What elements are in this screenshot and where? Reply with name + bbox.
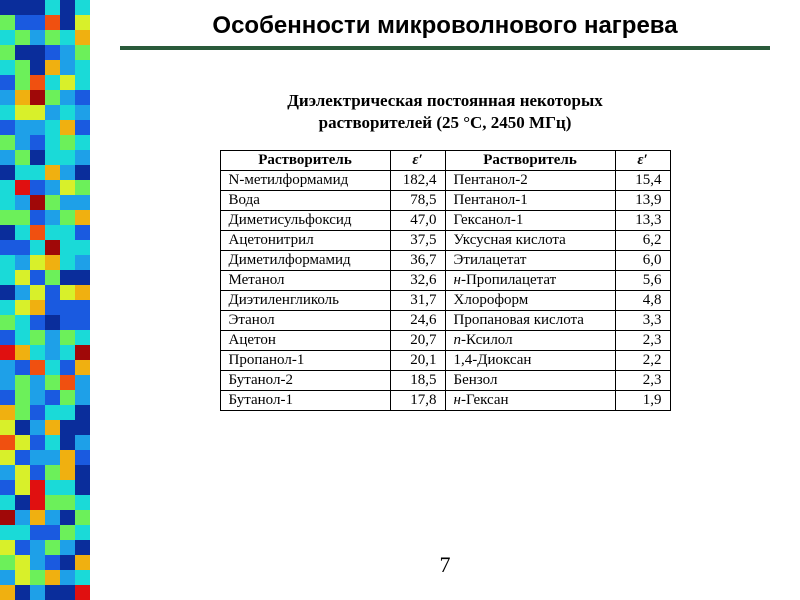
solvent-cell: Диэтиленгликоль [220,291,390,311]
solvent-cell: Бутанол-2 [220,371,390,391]
eps-cell: 2,3 [615,371,670,391]
table-row: Диметисульфоксид47,0Гексанол-113,3 [220,211,670,231]
table-row: Метанол32,6н-Пропилацетат5,6 [220,271,670,291]
solvent-cell: Пентанол-2 [445,171,615,191]
solvent-cell: Пропанол-1 [220,351,390,371]
eps-cell: 6,0 [615,251,670,271]
solvent-cell: Вода [220,191,390,211]
solvent-cell: н-Пропилацетат [445,271,615,291]
eps-cell: 5,6 [615,271,670,291]
table-row: Бутанол-218,5Бензол2,3 [220,371,670,391]
table-row: Ацетон20,7п-Ксилол2,3 [220,331,670,351]
eps-cell: 47,0 [390,211,445,231]
solvent-cell: Пропановая кислота [445,311,615,331]
solvent-cell: Этилацетат [445,251,615,271]
caption-line2: растворителей (25 °C, 2450 МГц) [319,113,572,132]
title-underline [120,46,770,50]
eps-cell: 2,2 [615,351,670,371]
eps-cell: 2,3 [615,331,670,351]
table-body: N-метилформамид182,4Пентанол-215,4Вода78… [220,171,670,411]
eps-cell: 36,7 [390,251,445,271]
solvent-cell: Пентанол-1 [445,191,615,211]
table-row: Этанол24,6Пропановая кислота3,3 [220,311,670,331]
eps-cell: 17,8 [390,391,445,411]
caption-line1: Диэлектрическая постоянная некоторых [287,91,603,110]
slide-title: Особенности микроволнового нагрева [120,12,770,40]
eps-cell: 15,4 [615,171,670,191]
solvent-cell: Диметисульфоксид [220,211,390,231]
solvent-cell: N-метилформамид [220,171,390,191]
dielectric-constants-table: Растворитель ε′ Растворитель ε′ N-метилф… [220,150,671,411]
table-header-row: Растворитель ε′ Растворитель ε′ [220,151,670,171]
solvent-cell: Бензол [445,371,615,391]
solvent-cell: Метанол [220,271,390,291]
eps-cell: 182,4 [390,171,445,191]
solvent-cell: Этанол [220,311,390,331]
header-eps-left: ε′ [390,151,445,171]
solvent-cell: Гексанол-1 [445,211,615,231]
solvent-cell: Диметилформамид [220,251,390,271]
eps-cell: 3,3 [615,311,670,331]
table-row: Бутанол-117,8н-Гексан1,9 [220,391,670,411]
table-row: Вода78,5Пентанол-113,9 [220,191,670,211]
solvent-cell: Ацетонитрил [220,231,390,251]
thermal-pattern-sidebar [0,0,90,600]
eps-cell: 18,5 [390,371,445,391]
solvent-cell: 1,4-Диоксан [445,351,615,371]
table-row: Пропанол-120,11,4-Диоксан2,2 [220,351,670,371]
header-solvent-left: Растворитель [220,151,390,171]
solvent-cell: н-Гексан [445,391,615,411]
table-row: N-метилформамид182,4Пентанол-215,4 [220,171,670,191]
solvent-cell: Бутанол-1 [220,391,390,411]
table-row: Диметилформамид36,7Этилацетат6,0 [220,251,670,271]
eps-cell: 20,1 [390,351,445,371]
eps-cell: 20,7 [390,331,445,351]
table-row: Диэтиленгликоль31,7Хлороформ4,8 [220,291,670,311]
solvent-cell: Уксусная кислота [445,231,615,251]
eps-cell: 1,9 [615,391,670,411]
eps-cell: 37,5 [390,231,445,251]
eps-cell: 32,6 [390,271,445,291]
solvent-cell: п-Ксилол [445,331,615,351]
eps-cell: 31,7 [390,291,445,311]
eps-cell: 6,2 [615,231,670,251]
eps-cell: 4,8 [615,291,670,311]
eps-cell: 13,9 [615,191,670,211]
header-solvent-right: Растворитель [445,151,615,171]
eps-cell: 78,5 [390,191,445,211]
solvent-cell: Ацетон [220,331,390,351]
header-eps-right: ε′ [615,151,670,171]
solvent-cell: Хлороформ [445,291,615,311]
slide-content: Особенности микроволнового нагрева Диэле… [90,0,800,600]
table-row: Ацетонитрил37,5Уксусная кислота6,2 [220,231,670,251]
page-number: 7 [440,552,451,578]
eps-cell: 13,3 [615,211,670,231]
eps-cell: 24,6 [390,311,445,331]
table-caption: Диэлектрическая постоянная некоторых рас… [120,90,770,134]
